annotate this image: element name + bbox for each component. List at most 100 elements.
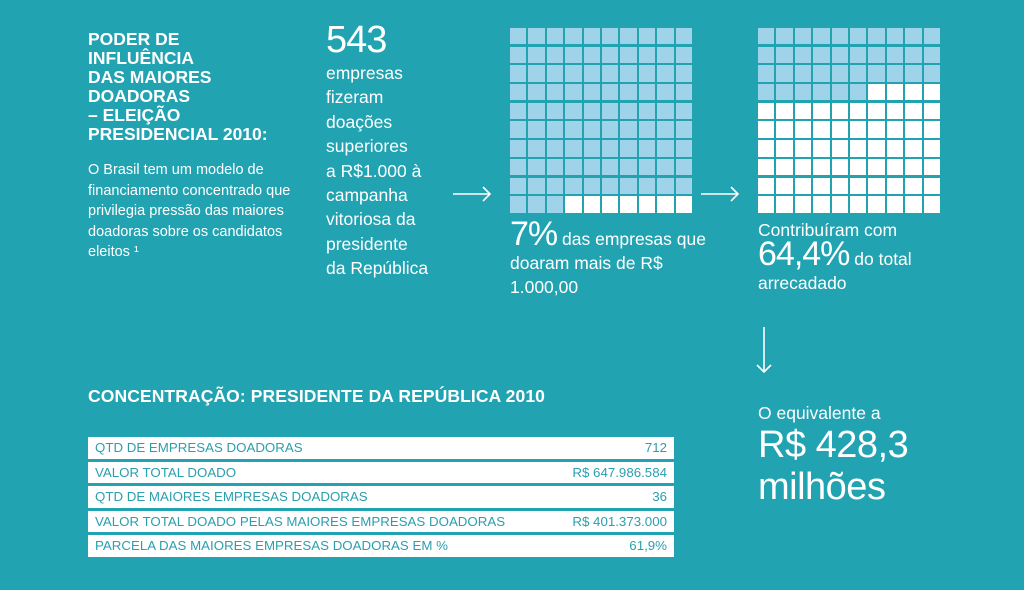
waffle-cell bbox=[794, 140, 812, 157]
waffle-cell bbox=[776, 28, 793, 45]
waffle-cell bbox=[657, 196, 674, 213]
share-text: das empresas que doaram mais de R$ 1.000… bbox=[510, 229, 706, 297]
waffle-cell bbox=[776, 177, 793, 194]
waffle-cell bbox=[794, 121, 812, 138]
waffle-cell bbox=[583, 140, 600, 157]
waffle-cell bbox=[849, 196, 867, 213]
waffle-cell bbox=[657, 121, 674, 138]
waffle-cell bbox=[849, 140, 867, 157]
waffle-cell bbox=[923, 177, 940, 194]
waffle-cell bbox=[565, 102, 582, 120]
waffle-cell bbox=[528, 121, 545, 138]
waffle-cell bbox=[510, 140, 527, 157]
waffle-cell bbox=[620, 84, 637, 101]
waffle-cell bbox=[868, 196, 885, 213]
waffle-cell bbox=[813, 121, 830, 138]
intro-title: PODER DE INFLUÊNCIA DAS MAIORES DOADORAS… bbox=[88, 29, 268, 144]
waffle-cell bbox=[813, 84, 830, 101]
waffle-cell bbox=[546, 28, 564, 45]
waffle-cell bbox=[583, 102, 600, 120]
waffle-cell bbox=[923, 84, 940, 101]
waffle-cell bbox=[583, 65, 600, 82]
waffle-cell bbox=[620, 102, 637, 120]
waffle-cell bbox=[528, 177, 545, 194]
waffle-cell bbox=[868, 28, 885, 45]
waffle-cell bbox=[886, 196, 904, 213]
waffle-cell bbox=[758, 140, 775, 157]
waffle-cell bbox=[528, 102, 545, 120]
waffle-cell bbox=[905, 140, 922, 157]
waffle-cell bbox=[758, 102, 775, 120]
table-row-value: 61,9% bbox=[554, 535, 674, 557]
waffle-cell bbox=[657, 177, 674, 194]
waffle-cell bbox=[657, 28, 674, 45]
waffle-cell bbox=[776, 102, 793, 120]
contribution-suffix: do total arrecadado bbox=[758, 249, 912, 293]
table-row-value: 712 bbox=[554, 437, 674, 459]
waffle-cell bbox=[886, 177, 904, 194]
waffle-cell bbox=[758, 121, 775, 138]
waffle-cell bbox=[758, 158, 775, 176]
table-row-value: 36 bbox=[554, 486, 674, 508]
waffle-cell bbox=[657, 84, 674, 101]
waffle-cell bbox=[528, 65, 545, 82]
waffle-cell bbox=[905, 46, 922, 64]
waffle-cell bbox=[583, 177, 600, 194]
waffle-cell bbox=[510, 46, 527, 64]
waffle-cell bbox=[886, 102, 904, 120]
table-row-label: PARCELA DAS MAIORES EMPRESAS DOADORAS EM… bbox=[88, 535, 555, 557]
waffle-cell bbox=[620, 140, 637, 157]
waffle-cell bbox=[565, 65, 582, 82]
waffle-cell bbox=[794, 46, 812, 64]
waffle-cell bbox=[831, 177, 848, 194]
table-row: VALOR TOTAL DOADO R$ 647.986.584 bbox=[88, 461, 674, 483]
waffle-cell bbox=[510, 102, 527, 120]
waffle-cell bbox=[831, 46, 848, 64]
share-stat: 7% das empresas que doaram mais de R$ 1.… bbox=[510, 217, 710, 299]
waffle-cell bbox=[565, 84, 582, 101]
waffle-cell bbox=[794, 28, 812, 45]
table-row: VALOR TOTAL DOADO PELAS MAIORES EMPRESAS… bbox=[88, 510, 674, 532]
waffle-cell bbox=[565, 121, 582, 138]
waffle-cell bbox=[813, 102, 830, 120]
waffle-cell bbox=[675, 102, 692, 120]
waffle-cell bbox=[528, 158, 545, 176]
waffle-cell bbox=[546, 121, 564, 138]
waffle-cell bbox=[601, 65, 619, 82]
waffle-cell bbox=[675, 140, 692, 157]
waffle-cell bbox=[868, 46, 885, 64]
waffle-cell bbox=[528, 196, 545, 213]
waffle-cell bbox=[758, 28, 775, 45]
waffle-cell bbox=[620, 65, 637, 82]
waffle-cell bbox=[528, 46, 545, 64]
share-percent: 7% bbox=[510, 215, 558, 253]
waffle-cell bbox=[813, 46, 830, 64]
waffle-cell bbox=[813, 65, 830, 82]
waffle-cell bbox=[638, 140, 656, 157]
waffle-cell bbox=[868, 65, 885, 82]
waffle-cell bbox=[813, 28, 830, 45]
waffle-cell bbox=[923, 140, 940, 157]
waffle-cell bbox=[565, 158, 582, 176]
waffle-cell bbox=[868, 158, 885, 176]
waffle-cell bbox=[565, 46, 582, 64]
waffle-cell bbox=[794, 84, 812, 101]
waffle-cell bbox=[546, 84, 564, 101]
waffle-cell bbox=[638, 84, 656, 101]
waffle-cell bbox=[868, 84, 885, 101]
waffle-cell bbox=[849, 102, 867, 120]
table-row-value: R$ 401.373.000 bbox=[554, 510, 674, 532]
waffle-cell bbox=[776, 140, 793, 157]
waffle-cell bbox=[923, 46, 940, 64]
waffle-cell bbox=[546, 140, 564, 157]
waffle-cell bbox=[657, 46, 674, 64]
waffle-cell bbox=[905, 196, 922, 213]
waffle-cell bbox=[776, 196, 793, 213]
waffle-cell bbox=[601, 46, 619, 64]
waffle-cell bbox=[905, 158, 922, 176]
waffle-cell bbox=[905, 102, 922, 120]
waffle-cell bbox=[758, 177, 775, 194]
waffle-cell bbox=[528, 84, 545, 101]
intro-body: O Brasil tem um modelo de financiamento … bbox=[88, 162, 291, 260]
waffle-cell bbox=[923, 196, 940, 213]
